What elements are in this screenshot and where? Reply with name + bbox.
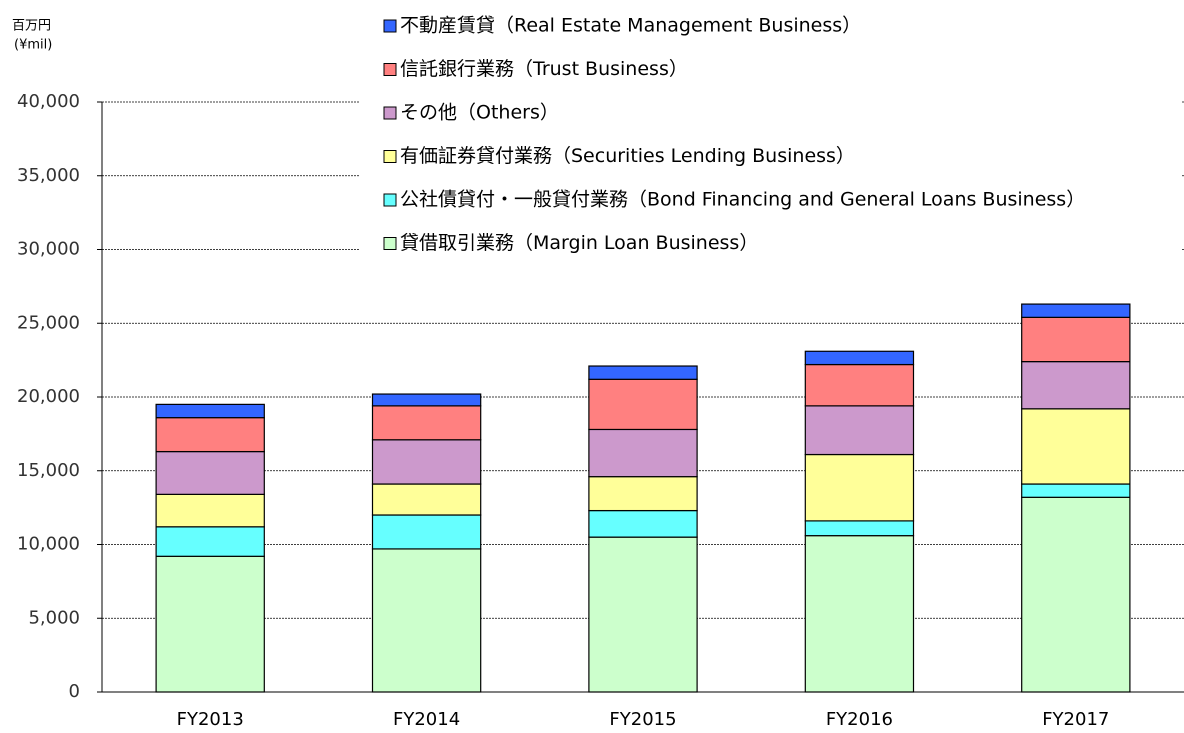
bar-segment: [155, 555, 265, 693]
x-tick-label: FY2013: [177, 709, 244, 730]
bar-segment: [588, 365, 698, 380]
y-tick-label: 20,000: [17, 386, 80, 407]
bar-segment: [588, 509, 698, 538]
bar-segment: [588, 378, 698, 431]
bar-segment: [804, 350, 915, 366]
legend-label: 信託銀行業務（Trust Business）: [400, 58, 688, 80]
y-axis-unit: (¥mil): [14, 38, 52, 53]
legend-swatch: [383, 19, 397, 33]
legend-label: 有価証券貸付業務（Securities Lending Business）: [400, 145, 855, 167]
bar-segment: [1021, 483, 1131, 498]
y-tick-label: 0: [69, 681, 80, 702]
x-tick-label: FY2016: [826, 709, 893, 730]
x-tick-label: FY2014: [393, 709, 460, 730]
y-tick-label: 15,000: [17, 460, 80, 481]
bar-segment: [371, 393, 482, 407]
y-tick-label: 5,000: [28, 607, 80, 628]
bar-segment: [1021, 316, 1131, 363]
legend-label: 不動産賃貸（Real Estate Management Business）: [400, 15, 861, 37]
x-tick-label: FY2017: [1042, 709, 1109, 730]
legend-swatch: [383, 193, 397, 207]
legend-background: [360, 8, 1182, 262]
legend-label: 公社債貸付・一般貸付業務（Bond Financing and General …: [400, 189, 1085, 211]
legend-swatch: [383, 106, 397, 120]
bar-segment: [804, 363, 915, 407]
bar-segment: [155, 493, 265, 528]
bar-segment: [1021, 408, 1131, 485]
y-tick-label: 40,000: [17, 91, 80, 112]
y-tick-label: 35,000: [17, 165, 80, 186]
y-tick-label: 30,000: [17, 239, 80, 260]
bar-segment: [588, 476, 698, 512]
bar-segment: [804, 453, 915, 522]
bar-segment: [371, 548, 482, 693]
bar-segment: [155, 450, 265, 495]
bar-segment: [1021, 361, 1131, 410]
bar-segment: [155, 526, 265, 557]
bar-segment: [371, 405, 482, 441]
bar-segment: [804, 405, 915, 456]
legend-swatch: [383, 63, 397, 76]
legend-swatch: [383, 237, 397, 250]
bar-segment: [1021, 303, 1131, 318]
bar-segment: [155, 403, 265, 419]
legend-label: その他（Others）: [400, 102, 559, 124]
legend-swatch: [383, 150, 397, 163]
bar-segment: [371, 514, 482, 550]
bar-segment: [804, 535, 915, 693]
bar-segment: [588, 428, 698, 478]
bar-segment: [155, 417, 265, 453]
y-tick-label: 10,000: [17, 534, 80, 555]
legend-label: 貸借取引業務（Margin Loan Business）: [400, 232, 758, 254]
y-tick-label: 25,000: [17, 312, 80, 333]
bar-segment: [588, 536, 698, 693]
bar-segment: [804, 520, 915, 537]
x-tick-label: FY2015: [609, 709, 676, 730]
y-axis-label: 百万円: [12, 19, 51, 34]
bar-segment: [371, 439, 482, 485]
bar-segment: [371, 483, 482, 516]
bar-segment: [1021, 496, 1131, 693]
